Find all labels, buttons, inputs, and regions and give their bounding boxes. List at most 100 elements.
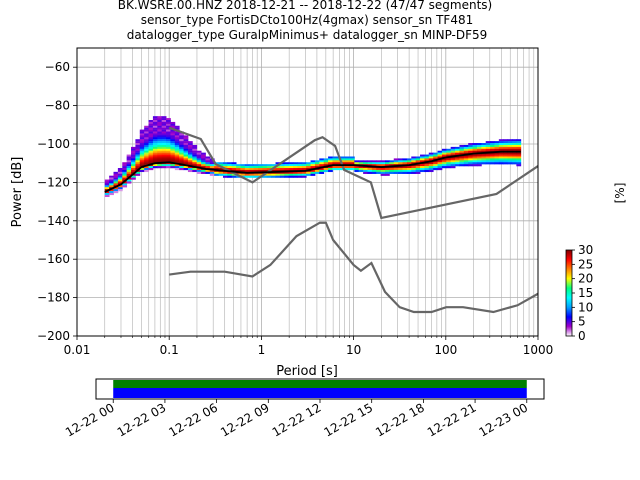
psd-density-cell [209, 173, 215, 176]
psd-density-cell [166, 129, 171, 132]
psd-density-cell [275, 173, 281, 176]
psd-density-cell [459, 164, 465, 167]
psd-density-cell [161, 160, 167, 163]
psd-density-cell [441, 150, 447, 153]
psd-density-cell [196, 168, 202, 171]
timeline-tick-label: 12-22 21 [425, 400, 479, 439]
psd-density-cell [415, 166, 421, 169]
psd-density-cell [157, 164, 163, 167]
psd-density-cell [117, 189, 123, 192]
psd-density-cell [104, 187, 110, 190]
psd-density-cell [319, 168, 325, 171]
psd-density-cell [139, 162, 145, 165]
psd-density-cell [139, 154, 145, 157]
x-tick-label: 1000 [523, 343, 554, 357]
psd-density-cell [349, 160, 355, 163]
psd-density-cell [385, 164, 390, 167]
psd-density-cell [201, 156, 206, 159]
psd-density-cell [428, 152, 434, 155]
psd-density-cell [507, 143, 513, 146]
psd-density-cell [227, 162, 233, 165]
psd-density-cell [135, 158, 141, 161]
noise-model-curves [104, 126, 539, 314]
psd-density-cell [385, 169, 390, 173]
psd-density-cell [209, 171, 215, 174]
psd-density-cell [476, 146, 482, 149]
psd-density-cell [157, 129, 163, 132]
psd-density-cell [323, 162, 329, 165]
psd-density-cell [227, 175, 233, 178]
psd-density-cell [402, 171, 408, 174]
psd-density-cell [393, 162, 399, 165]
psd-density-cell [135, 171, 141, 174]
psd-density-cell [144, 156, 149, 159]
psd-density-cell [271, 175, 276, 178]
psd-density-cell [503, 141, 509, 144]
psd-density-cell [481, 148, 487, 151]
psd-density-cell [490, 152, 495, 155]
psd-density-cell [468, 156, 473, 159]
psd-density-cell [437, 152, 443, 155]
psd-density-cell [122, 168, 128, 171]
psd-density-cell [319, 158, 325, 161]
psd-density-cell [222, 164, 228, 167]
psd-density-cell [498, 152, 504, 155]
psd-density-cell [113, 175, 119, 178]
psd-density-cell [490, 158, 495, 161]
psd-density-cell [166, 160, 171, 163]
psd-density-cell [494, 162, 500, 165]
psd-density-cell [485, 141, 491, 144]
psd-density-cell [314, 171, 320, 174]
psd-density-cell [494, 160, 500, 163]
psd-density-cell [152, 120, 158, 123]
psd-density-cell [411, 156, 417, 159]
psd-density-cell [446, 148, 452, 151]
psd-density-cell [420, 166, 425, 169]
psd-density-cell [398, 171, 403, 174]
psd-density-cell [253, 168, 259, 171]
x-tick-label: 10 [346, 343, 361, 357]
psd-density-cell [135, 162, 141, 165]
psd-density-cell [174, 158, 180, 161]
ppsd-plot: 0.01 0.1 1 10 100 1000 −200 −180 −160 −140 −120 −1… [10, 47, 554, 379]
psd-density-cell [131, 168, 136, 171]
colorbar-tick-label: 15 [578, 286, 593, 300]
psd-density-cell [148, 141, 154, 144]
psd-density-cell [288, 162, 294, 165]
psd-density-cell [380, 169, 386, 173]
psd-density-cell [503, 158, 509, 161]
psd-density-cell [441, 148, 447, 151]
psd-density-cell [113, 171, 119, 174]
psd-density-cell [144, 158, 149, 161]
psd-density-cell [135, 164, 141, 167]
psd-density-cell [516, 139, 522, 142]
psd-density-cell [363, 168, 368, 171]
psd-density-cell [170, 166, 176, 169]
psd-density-cell [380, 168, 386, 171]
psd-density-cell [428, 164, 434, 167]
psd-density-cell [389, 168, 395, 171]
psd-density-cell [109, 177, 114, 180]
psd-density-cell [349, 156, 355, 159]
psd-density-cell [450, 152, 456, 155]
psd-density-cell [170, 137, 176, 140]
psd-density-cell [481, 156, 487, 159]
psd-density-cell [336, 166, 342, 169]
psd-density-cell [463, 146, 469, 149]
psd-density-cell [157, 160, 163, 163]
psd-density-cell [319, 171, 325, 174]
psd-density-cell [253, 164, 259, 167]
psd-density-cell [450, 150, 456, 153]
psd-density-cell [266, 168, 272, 171]
psd-density-cell [174, 137, 180, 140]
psd-density-cell [266, 166, 272, 169]
psd-density-cell [135, 150, 141, 153]
psd-density-cell [152, 131, 158, 134]
psd-density-cell [288, 164, 294, 167]
psd-density-cell [139, 146, 145, 149]
psd-density-cell [109, 192, 114, 196]
psd-density-cell [516, 144, 522, 148]
psd-density-cell [485, 146, 491, 149]
psd-density-cell [170, 158, 176, 161]
